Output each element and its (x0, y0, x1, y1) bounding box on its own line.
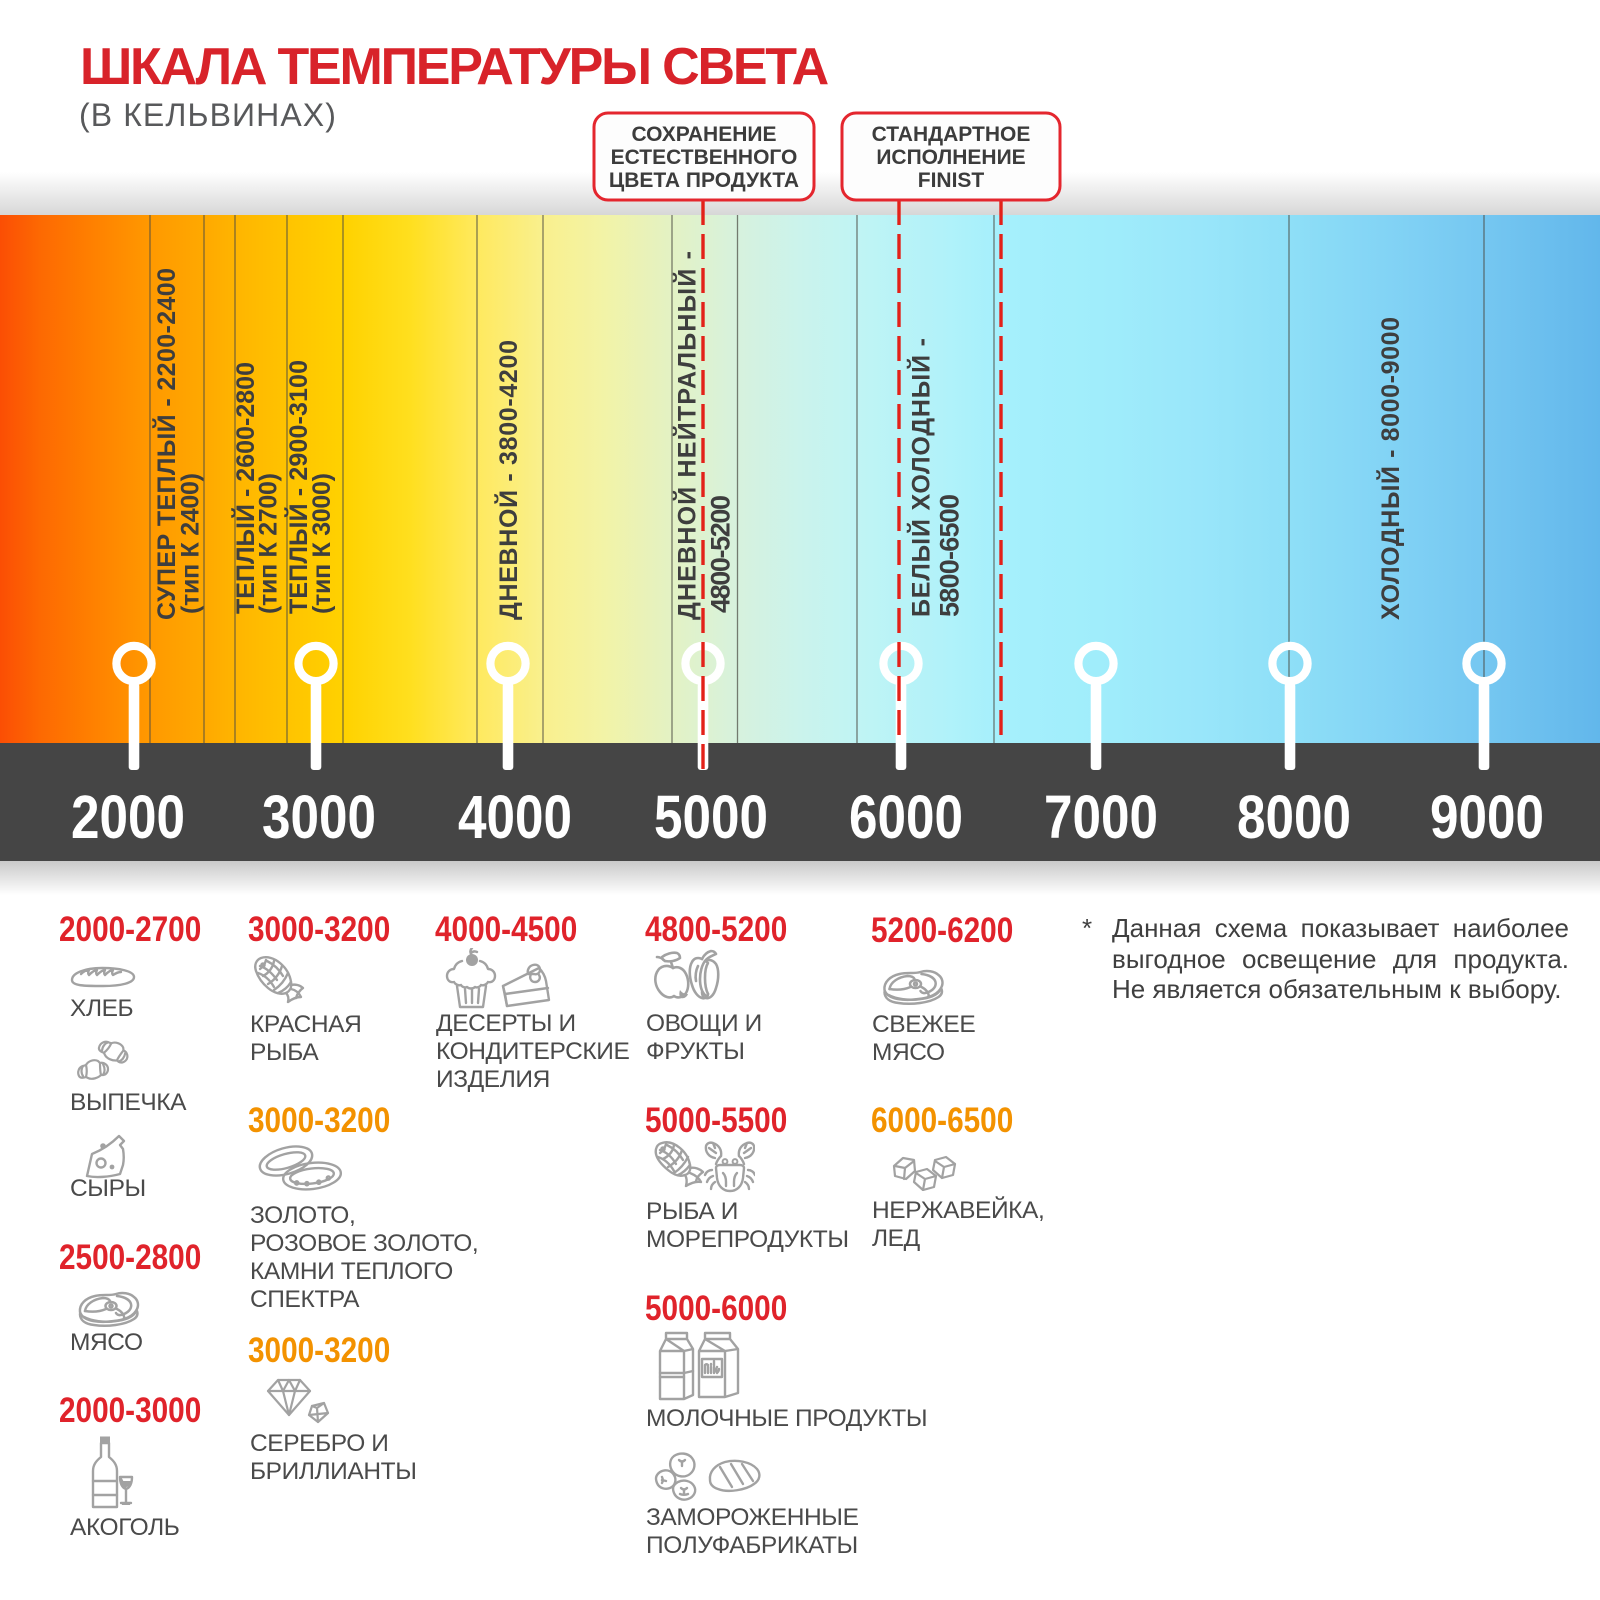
svg-text:3000: 3000 (262, 783, 376, 851)
svg-text:9000: 9000 (1430, 783, 1544, 851)
svg-text:5000: 5000 (654, 783, 768, 851)
svg-text:(тип К 2700): (тип К 2700) (255, 473, 283, 614)
svg-text:ТЕПЛЫЙ - 2900-3100: ТЕПЛЫЙ - 2900-3100 (283, 360, 313, 614)
svg-text:СТАНДАРТНОЕ: СТАНДАРТНОЕ (872, 123, 1031, 146)
svg-text:СУПЕР ТЕПЛЫЙ - 2200-2400: СУПЕР ТЕПЛЫЙ - 2200-2400 (151, 268, 181, 620)
svg-text:ИСПОЛНЕНИЕ: ИСПОЛНЕНИЕ (876, 146, 1025, 169)
svg-text:СОХРАНЕНИЕ: СОХРАНЕНИЕ (632, 123, 777, 146)
svg-text:ЦВЕТА ПРОДУКТА: ЦВЕТА ПРОДУКТА (609, 169, 799, 192)
svg-text:ДНЕВНОЙ - 3800-4200: ДНЕВНОЙ - 3800-4200 (493, 340, 523, 620)
svg-text:(тип К 3000): (тип К 3000) (308, 473, 336, 614)
svg-text:2000: 2000 (71, 783, 185, 851)
svg-text:7000: 7000 (1044, 783, 1158, 851)
svg-text:5800-6500: 5800-6500 (935, 494, 965, 617)
svg-text:(тип К 2400): (тип К 2400) (177, 473, 205, 614)
svg-text:4800-5200: 4800-5200 (706, 495, 736, 613)
svg-text:ТЕПЛЫЙ - 2600-2800: ТЕПЛЫЙ - 2600-2800 (230, 362, 260, 614)
svg-text:ЕСТЕСТВЕННОГО: ЕСТЕСТВЕННОГО (611, 146, 798, 169)
svg-text:БЕЛЫЙ ХОЛОДНЫЙ -: БЕЛЫЙ ХОЛОДНЫЙ - (906, 338, 936, 617)
svg-text:8000: 8000 (1237, 783, 1351, 851)
svg-text:ХОЛОДНЫЙ - 8000-9000: ХОЛОДНЫЙ - 8000-9000 (1375, 317, 1405, 620)
svg-text:ДНЕВНОЙ НЕЙТРАЛЬНЫЙ -: ДНЕВНОЙ НЕЙТРАЛЬНЫЙ - (672, 251, 702, 620)
svg-text:4000: 4000 (458, 783, 572, 851)
svg-text:6000: 6000 (849, 783, 963, 851)
svg-text:FINIST: FINIST (918, 169, 985, 192)
